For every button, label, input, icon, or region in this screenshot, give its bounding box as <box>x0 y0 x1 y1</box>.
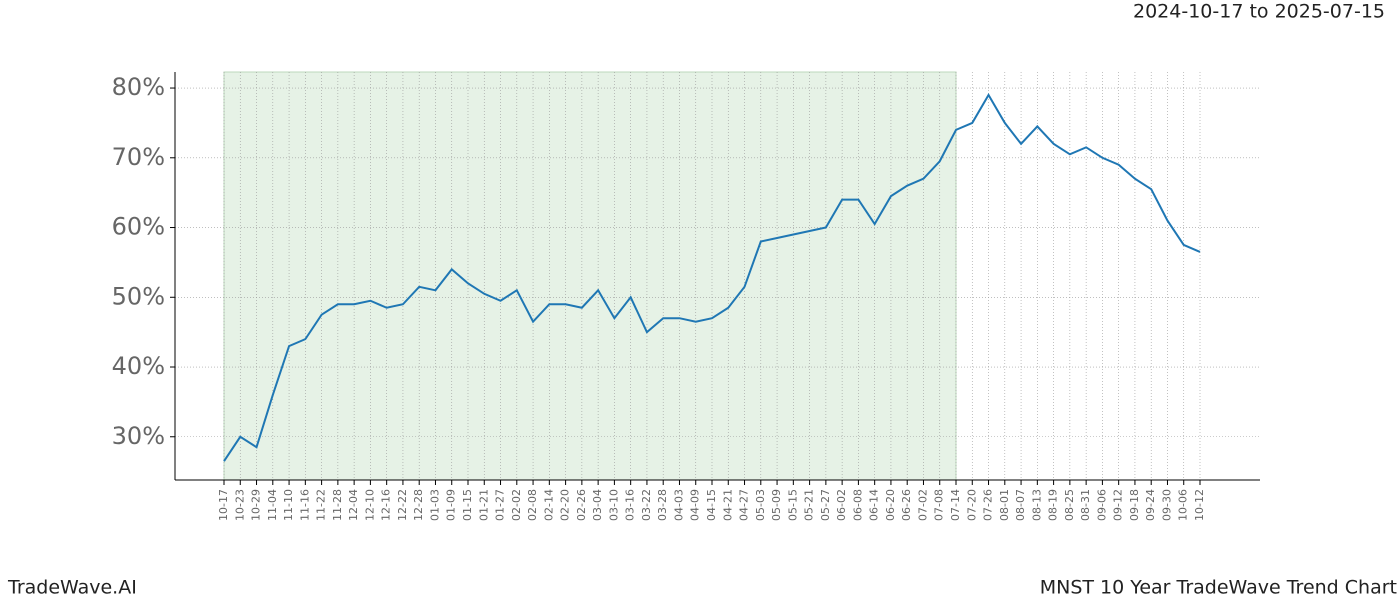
trend-line <box>223 93 1201 462</box>
x-tick-label: 08-01 <box>998 489 1011 521</box>
date-range: 2024-10-17 to 2025-07-15 <box>1133 1 1385 23</box>
x-tick-label: 02-14 <box>542 489 555 521</box>
x-tick-label: 08-31 <box>1079 489 1092 521</box>
x-tick-label: 06-26 <box>900 489 913 521</box>
chart-title: MNST 10 Year TradeWave Trend Chart <box>1040 577 1397 599</box>
y-tick-label: 70% <box>112 143 165 171</box>
highlight-region <box>223 71 957 481</box>
x-tick-label: 02-08 <box>526 489 539 521</box>
x-tick-label: 06-20 <box>884 489 897 521</box>
x-tick-label: 02-02 <box>510 489 523 521</box>
x-tick-label: 08-07 <box>1014 489 1027 521</box>
x-tick-label: 04-21 <box>721 489 734 521</box>
x-tick-label: 11-16 <box>298 489 311 521</box>
x-tick-label: 11-10 <box>282 489 295 521</box>
x-tick-label: 04-09 <box>689 489 702 521</box>
x-tick-label: 01-09 <box>445 489 458 521</box>
x-tick-label: 07-20 <box>965 489 978 521</box>
y-tick-label: 30% <box>112 422 165 450</box>
y-tick-label: 40% <box>112 352 165 380</box>
x-tick-label: 06-14 <box>868 489 881 521</box>
x-tick-label: 10-23 <box>233 489 246 521</box>
x-tick-label: 10-29 <box>250 489 263 521</box>
x-tick-label: 07-08 <box>933 489 946 521</box>
x-tick-label: 05-27 <box>819 489 832 521</box>
x-tick-label: 08-19 <box>1047 489 1060 521</box>
x-tick-label: 12-16 <box>380 489 393 521</box>
x-tick-label: 04-03 <box>672 489 685 521</box>
x-tick-label: 11-22 <box>315 489 328 521</box>
x-tick-label: 05-15 <box>786 489 799 521</box>
x-tick-label: 11-04 <box>266 489 279 521</box>
x-tick-label: 12-04 <box>347 489 360 521</box>
x-tick-label: 09-18 <box>1128 489 1141 521</box>
x-tick-label: 04-27 <box>738 489 751 521</box>
x-tick-label: 07-26 <box>982 489 995 521</box>
x-tick-label: 02-20 <box>559 489 572 521</box>
x-tick-label: 05-03 <box>754 489 767 521</box>
x-tick-label: 09-24 <box>1144 489 1157 521</box>
x-tick-label: 06-02 <box>835 489 848 521</box>
x-tick-label: 05-21 <box>803 489 816 521</box>
x-tick-label: 07-14 <box>949 489 962 521</box>
x-tick-label: 07-02 <box>916 489 929 521</box>
x-tick-label: 12-28 <box>412 489 425 521</box>
x-tick-label: 10-17 <box>217 489 230 521</box>
y-tick-label: 80% <box>112 73 165 101</box>
x-tick-label: 12-10 <box>363 489 376 521</box>
x-tick-label: 04-15 <box>705 489 718 521</box>
y-tick-label: 60% <box>112 213 165 241</box>
brand: TradeWave.AI <box>7 577 137 599</box>
x-tick-label: 03-10 <box>607 489 620 521</box>
x-tick-label: 03-22 <box>640 489 653 521</box>
y-tick-label: 50% <box>112 282 165 310</box>
x-tick-label: 03-28 <box>656 489 669 521</box>
x-tick-label: 08-13 <box>1030 489 1043 521</box>
x-tick-label: 03-16 <box>624 489 637 521</box>
x-tick-label: 06-08 <box>851 489 864 521</box>
x-tick-label: 01-27 <box>494 489 507 521</box>
x-tick-label: 08-25 <box>1063 489 1076 521</box>
x-tick-label: 05-09 <box>770 489 783 521</box>
x-tick-label: 03-04 <box>591 489 604 521</box>
x-tick-label: 01-15 <box>461 489 474 521</box>
x-tick-label: 09-30 <box>1160 489 1173 521</box>
x-tick-label: 02-26 <box>575 489 588 521</box>
x-tick-label: 01-21 <box>477 489 490 521</box>
x-tick-label: 11-28 <box>331 489 344 521</box>
x-tick-label: 12-22 <box>396 489 409 521</box>
x-tick-label: 01-03 <box>428 489 441 521</box>
x-tick-label: 10-12 <box>1193 489 1206 521</box>
x-tick-label: 09-06 <box>1095 489 1108 521</box>
x-tick-label: 09-12 <box>1112 489 1125 521</box>
x-tick-label: 10-06 <box>1177 489 1190 521</box>
